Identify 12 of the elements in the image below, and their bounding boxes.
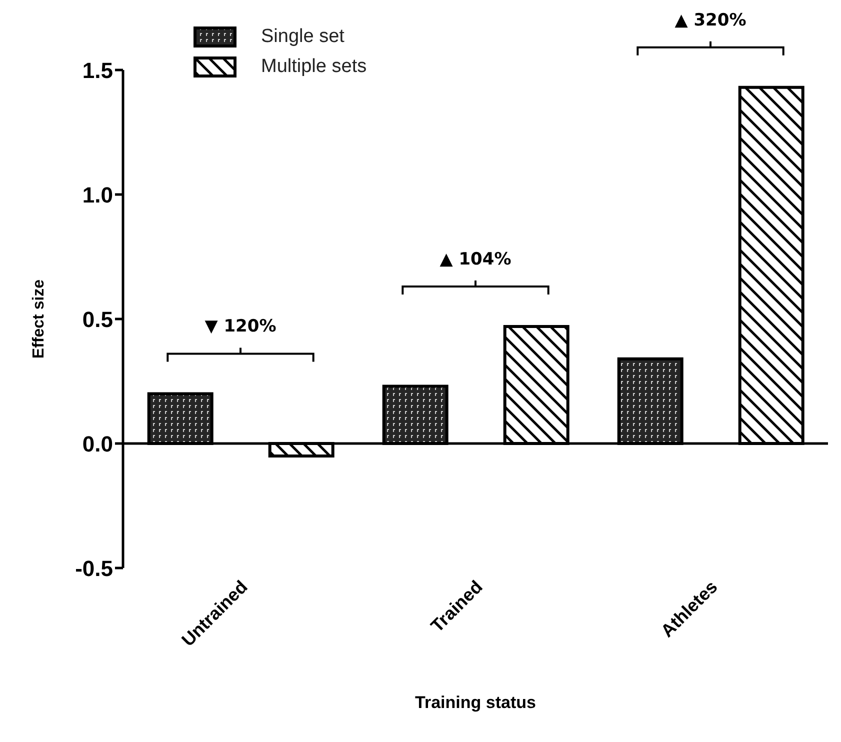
annotation: ▼ 120% [204,316,276,337]
x-axis-title: Training status [415,693,536,712]
text: ▲ 320% [674,10,746,30]
y-tick-label: 1.5 [82,58,113,83]
y-tick-label: -0.5 [75,556,113,581]
y-tick-label: 0.0 [82,431,113,456]
legend-label: Multiple sets [261,56,367,78]
legend-label: Single set [261,26,344,48]
annotation: ▲ 104% [440,249,512,270]
y-axis-title: Effect size [30,279,48,359]
y-tick-label: 0.5 [82,306,113,332]
y-tick-label: 1.0 [82,182,113,208]
